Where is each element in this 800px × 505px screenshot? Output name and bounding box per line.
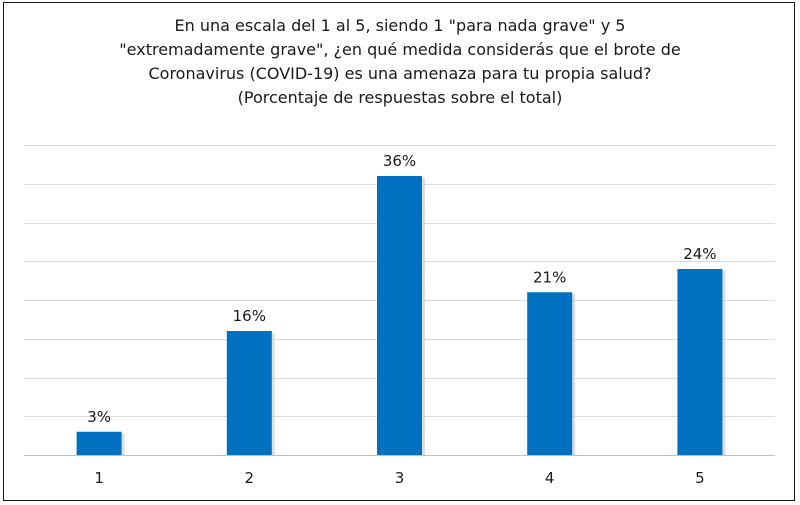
data-label-5: 24% [683,245,716,263]
chart-title-line-2: "extremadamente grave", ¿en qué medida c… [119,40,681,59]
bars [76,176,726,455]
bar-5 [677,269,723,455]
x-tick-label-2: 2 [245,469,255,487]
x-tick-labels: 1 2 3 4 5 [94,469,704,487]
data-label-4: 21% [533,268,566,286]
data-label-2: 16% [233,307,266,325]
data-labels: 3% 16% 36% 21% 24% [87,152,716,426]
bar-4 [527,292,573,455]
chart-title-line-1: En una escala del 1 al 5, siendo 1 "para… [174,16,626,35]
x-tick-label-1: 1 [94,469,104,487]
data-label-1: 3% [87,408,111,426]
bar-1 [76,431,122,455]
chart-title: En una escala del 1 al 5, siendo 1 "para… [60,14,740,110]
x-tick-label-3: 3 [395,469,405,487]
x-tick-label-4: 4 [545,469,555,487]
bar-3 [377,176,422,455]
chart-title-line-3: Coronavirus (COVID-19) es una amenaza pa… [148,64,652,83]
chart-title-line-4: (Porcentaje de respuestas sobre el total… [237,88,563,107]
data-label-3: 36% [383,152,416,170]
x-tick-label-5: 5 [695,469,705,487]
bar-2 [226,331,272,455]
